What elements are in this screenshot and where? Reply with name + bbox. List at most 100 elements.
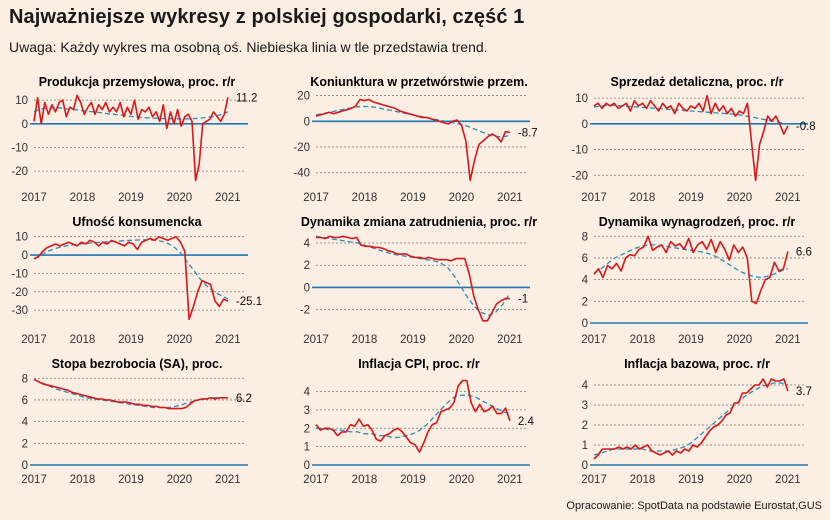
end-value-label: 2.4 <box>518 416 535 428</box>
x-tick-label: 2018 <box>352 474 378 486</box>
chart-panel-6: Dynamika wynagrodzeń, proc. r/r 8 6 4 2 0 2017… <box>581 215 812 346</box>
trend-line <box>33 107 229 120</box>
chart-title: Dynamika zmiana zatrudnienia, proc. r/r <box>301 215 537 229</box>
end-value-label: 6.2 <box>236 393 252 405</box>
y-tick-label: 6 <box>582 253 588 265</box>
end-value-label: -0.8 <box>796 121 816 133</box>
y-tick-label: 10 <box>15 232 28 244</box>
trend-line <box>593 104 789 125</box>
x-tick-label: 2017 <box>581 334 607 346</box>
end-value-label: 3.7 <box>796 386 812 398</box>
x-tick-label: 2020 <box>727 474 753 486</box>
trend-line <box>315 235 511 316</box>
y-tick-label: -20 <box>293 142 310 154</box>
series-line <box>593 94 789 182</box>
series-line <box>33 94 229 182</box>
x-tick-label: 2021 <box>215 192 241 204</box>
chart-title: Stopa bezrobocia (SA), proc. <box>52 357 223 371</box>
y-tick-label: 10 <box>575 93 588 105</box>
y-tick-label: -2 <box>300 305 310 317</box>
x-tick-label: 2018 <box>70 334 96 346</box>
y-tick-label: 0 <box>22 250 28 262</box>
series-line <box>33 378 228 410</box>
y-tick-label: 4 <box>304 387 311 399</box>
x-tick-label: 2018 <box>70 474 96 486</box>
x-tick-label: 2018 <box>352 192 378 204</box>
x-tick-label: 2019 <box>118 474 144 486</box>
y-tick-label: 0 <box>304 116 310 128</box>
x-tick-label: 2019 <box>678 334 704 346</box>
x-tick-label: 2017 <box>21 474 47 486</box>
source-note: Opracowanie: SpotData na podstawie Euros… <box>566 500 822 512</box>
chart-title: Dynamika wynagrodzeń, proc. r/r <box>599 215 796 229</box>
trend-line <box>593 382 789 456</box>
end-value-label: -25.1 <box>236 296 262 308</box>
x-tick-label: 2019 <box>400 334 426 346</box>
x-tick-label: 2019 <box>118 334 144 346</box>
y-tick-label: 3 <box>582 400 588 412</box>
y-tick-label: 10 <box>15 95 28 107</box>
y-tick-label: -20 <box>11 166 28 178</box>
y-tick-label: 0 <box>582 119 588 131</box>
y-tick-label: 4 <box>304 238 311 250</box>
x-tick-label: 2018 <box>630 192 656 204</box>
page-subtitle: Uwaga: Każdy wykres ma osobną oś. Niebie… <box>9 39 488 55</box>
trend-line <box>33 378 228 409</box>
x-tick-label: 2020 <box>167 334 193 346</box>
series-line <box>593 235 789 305</box>
x-tick-label: 2020 <box>167 474 193 486</box>
end-value-label: -8.7 <box>518 127 538 139</box>
x-tick-label: 2020 <box>449 474 475 486</box>
x-tick-label: 2021 <box>775 474 801 486</box>
y-tick-label: 20 <box>297 91 310 103</box>
y-tick-label: -20 <box>571 170 588 182</box>
trend-line <box>316 394 511 439</box>
y-tick-label: 2 <box>304 260 310 272</box>
y-tick-label: 6 <box>22 395 28 407</box>
y-tick-label: 0 <box>22 460 28 472</box>
series-line <box>316 235 510 322</box>
x-tick-label: 2017 <box>303 192 329 204</box>
y-tick-label: 4 <box>582 380 589 392</box>
chart-panel-5: Dynamika zmiana zatrudnienia, proc. r/r 4… <box>300 215 537 346</box>
x-tick-label: 2019 <box>678 474 704 486</box>
y-tick-label: 3 <box>304 405 310 417</box>
chart-panel-3: Sprzedaż detaliczna, proc. r/r 10 0 -10 -20 2… <box>571 75 815 204</box>
x-tick-label: 2021 <box>215 474 241 486</box>
x-tick-label: 2017 <box>581 192 607 204</box>
end-value-label: 6.6 <box>796 246 812 258</box>
x-tick-label: 2021 <box>497 192 523 204</box>
y-tick-label: 1 <box>582 440 588 452</box>
y-tick-label: -10 <box>571 145 588 157</box>
x-tick-label: 2020 <box>727 192 753 204</box>
series-line <box>593 378 789 460</box>
trend-line <box>593 244 789 279</box>
x-tick-label: 2020 <box>727 334 753 346</box>
chart-panel-4: Ufność konsumencka 10 0 -10 -20 -30 2017 2018 20… <box>11 215 262 346</box>
x-tick-label: 2017 <box>581 474 607 486</box>
y-tick-label: -40 <box>293 168 310 180</box>
chart-title: Produkcja przemysłowa, proc. r/r <box>39 75 236 89</box>
chart-panel-1: Produkcja przemysłowa, proc. r/r 10 0 -10 -2… <box>11 75 257 204</box>
x-tick-label: 2018 <box>630 474 656 486</box>
y-tick-label: -30 <box>11 305 28 317</box>
x-tick-label: 2017 <box>303 474 329 486</box>
x-tick-label: 2019 <box>400 192 426 204</box>
x-tick-label: 2020 <box>449 334 475 346</box>
y-tick-label: -10 <box>11 268 28 280</box>
end-value-label: 11.2 <box>236 92 258 104</box>
y-tick-label: 0 <box>22 119 28 131</box>
y-tick-label: 4 <box>22 417 29 429</box>
y-tick-label: 2 <box>582 296 588 308</box>
x-tick-label: 2021 <box>497 334 523 346</box>
y-tick-label: 0 <box>304 282 310 294</box>
chart-panel-2: Koniunktura w przetwórstwie przem.20 0 -20… <box>293 75 537 204</box>
chart-panel-8: Inflacja CPI, proc. r/r 4 3 2 1 0 2017 2018 2019… <box>303 357 534 486</box>
y-tick-label: -10 <box>11 142 28 154</box>
series-line <box>33 235 229 321</box>
y-tick-label: 2 <box>22 438 28 450</box>
series-line <box>315 379 511 453</box>
x-tick-label: 2019 <box>400 474 426 486</box>
x-tick-label: 2017 <box>303 334 329 346</box>
